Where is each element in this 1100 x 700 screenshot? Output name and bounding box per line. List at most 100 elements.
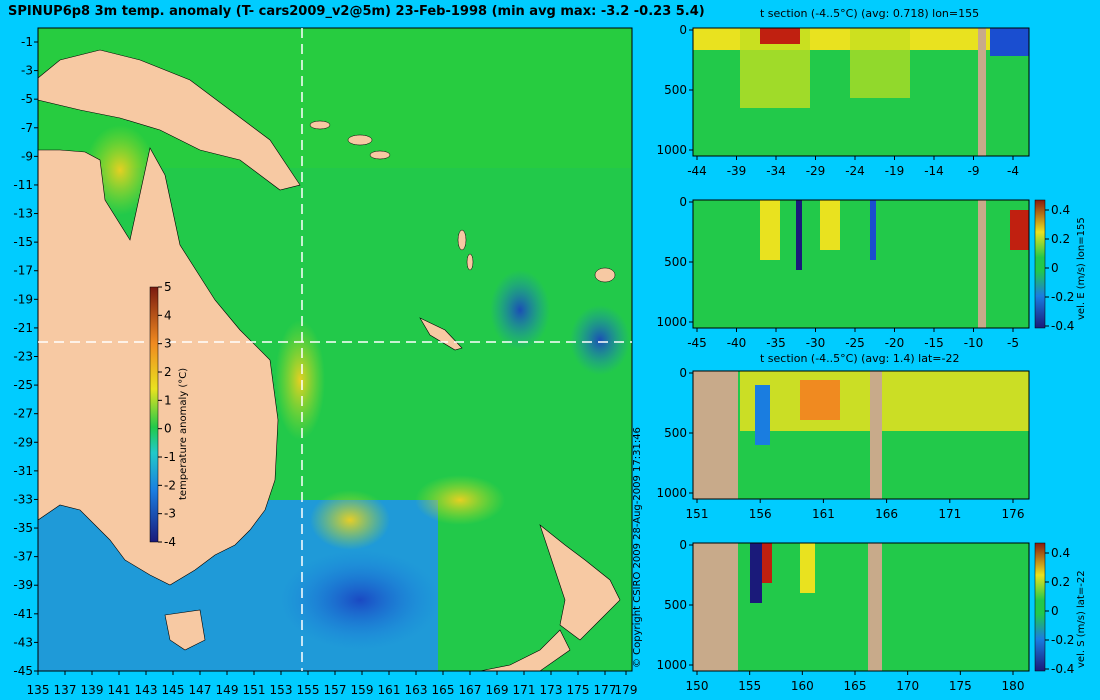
velocity-colorbar-tick: 0.4 — [1051, 203, 1070, 217]
section-x-tick-label: -10 — [964, 336, 984, 350]
map-x-tick-label: 177 — [594, 683, 617, 697]
section-x-tick-label: 171 — [938, 507, 961, 521]
map-x-tick-label: 165 — [432, 683, 455, 697]
section-y-tick-label: 0 — [679, 195, 687, 209]
panel-title-t-section-lon: t section (-4..5°C) (avg: 0.718) lon=155 — [760, 7, 980, 20]
map-y-tick-label: -15 — [13, 235, 33, 249]
map-x-tick-label: 169 — [486, 683, 509, 697]
map-x-tick-label: 135 — [27, 683, 50, 697]
map-x-tick-label: 157 — [324, 683, 347, 697]
section-y-tick-label: 1000 — [656, 658, 687, 672]
map-x-tick-label: 151 — [243, 683, 266, 697]
section-y-tick-label: 500 — [664, 426, 687, 440]
section-x-tick-label: 166 — [875, 507, 898, 521]
tasmania — [164, 609, 206, 651]
map-y-tick-label: -43 — [13, 635, 33, 649]
section-x-tick-label: -29 — [806, 164, 826, 178]
velocity-colorbar-tick: 0.2 — [1051, 232, 1070, 246]
temperature-colorbar-label: temperature anomaly (°C) — [178, 367, 189, 500]
map-y-axis: -1 -3 -5 -7 -9 -11 -13 -15 -17 -19 -21 -23 -25 -27 -29… — [13, 35, 38, 678]
t-section-lon-panel — [692, 27, 1030, 157]
velocity-colorbar-tick: 0.2 — [1051, 575, 1070, 589]
section-x-tick-label: -19 — [885, 164, 905, 178]
vel-s-colorbar-label: vel. S (m/s) lat=-22 — [1076, 570, 1087, 668]
map-x-tick-label: 153 — [270, 683, 293, 697]
map-y-tick-label: -11 — [13, 178, 33, 192]
solomon-island — [347, 134, 373, 146]
section-y-tick-label: 0 — [679, 538, 687, 552]
section-x-tick-label: -9 — [968, 164, 980, 178]
map-y-tick-label: -3 — [21, 64, 33, 78]
temperature-colorbar-tick: 3 — [164, 337, 172, 351]
section-y-tick-label: 500 — [664, 83, 687, 97]
vel-s-lat-panel — [692, 542, 1046, 672]
section-x-tick-label: 160 — [791, 679, 814, 693]
map-x-tick-label: 173 — [540, 683, 563, 697]
section-x-tick-label: -35 — [766, 336, 786, 350]
map-y-tick-label: -21 — [13, 321, 33, 335]
velocity-colorbar-tick: -0.2 — [1051, 633, 1074, 647]
section-x-tick-label: 170 — [896, 679, 919, 693]
map-x-tick-label: 145 — [162, 683, 185, 697]
section-x-tick-label: -34 — [766, 164, 786, 178]
map-y-tick-label: -27 — [13, 407, 33, 421]
section-x-tick-label: -20 — [885, 336, 905, 350]
section-x-tick-label: 161 — [812, 507, 835, 521]
panel-title-t-section-lat: t section (-4..5°C) (avg: 1.4) lat=-22 — [760, 352, 960, 365]
map-y-tick-label: -29 — [13, 435, 33, 449]
temperature-colorbar — [149, 286, 159, 543]
velocity-colorbar-tick: -0.2 — [1051, 290, 1074, 304]
temperature-colorbar-tick: 0 — [164, 422, 172, 436]
section-x-tick-label: 176 — [1002, 507, 1025, 521]
map-x-tick-label: 179 — [615, 683, 638, 697]
map-y-tick-label: -33 — [13, 492, 33, 506]
map-x-tick-label: 155 — [297, 683, 320, 697]
anomaly-map: 5 4 3 2 1 0 -1 -2 -3 -4 — [37, 27, 633, 672]
map-y-tick-label: -1 — [21, 35, 33, 49]
temperature-colorbar-tick: -1 — [164, 450, 176, 464]
map-y-tick-label: -17 — [13, 264, 33, 278]
section-x-tick-label: -30 — [806, 336, 826, 350]
copyright-text: © Copyright CSIRO 2009 28-Aug-2009 17:31… — [632, 427, 643, 668]
temperature-colorbar-tick: -2 — [164, 478, 176, 492]
section-x-tick-label: 156 — [749, 507, 772, 521]
section-x-tick-label: -40 — [727, 336, 747, 350]
map-y-tick-label: -37 — [13, 550, 33, 564]
map-x-tick-label: 141 — [108, 683, 131, 697]
section-x-tick-label: -14 — [924, 164, 944, 178]
velocity-colorbar-tick: 0 — [1051, 261, 1059, 275]
section-x-tick-label: -4 — [1007, 164, 1019, 178]
section-x-tick-label: -24 — [845, 164, 865, 178]
map-x-tick-label: 137 — [54, 683, 77, 697]
map-y-tick-label: -7 — [21, 121, 33, 135]
temperature-colorbar-tick: 5 — [164, 280, 172, 294]
section-y-tick-label: 1000 — [656, 486, 687, 500]
map-y-tick-label: -9 — [21, 149, 33, 163]
map-y-tick-label: -23 — [13, 350, 33, 364]
map-y-tick-label: -5 — [21, 92, 33, 106]
velocity-colorbar-tick: -0.4 — [1051, 319, 1074, 333]
section-y-tick-label: 1000 — [656, 143, 687, 157]
map-x-tick-label: 161 — [378, 683, 401, 697]
section-x-tick-label: 165 — [844, 679, 867, 693]
map-y-tick-label: -13 — [13, 207, 33, 221]
section-x-tick-label: 150 — [686, 679, 709, 693]
vanuatu — [457, 229, 467, 251]
map-y-tick-label: -31 — [13, 464, 33, 478]
section-x-tick-label: 151 — [686, 507, 709, 521]
section-y-tick-label: 0 — [679, 23, 687, 37]
new-zealand-north — [539, 524, 621, 641]
map-x-tick-label: 171 — [513, 683, 536, 697]
temperature-colorbar-tick: 2 — [164, 365, 172, 379]
new-caledonia — [419, 317, 463, 351]
t-section-lat-panel — [692, 370, 1030, 500]
section-x-tick-label: -5 — [1007, 336, 1019, 350]
map-y-tick-label: -41 — [13, 607, 33, 621]
map-y-tick-label: -39 — [13, 578, 33, 592]
section-x-tick-label: 175 — [949, 679, 972, 693]
section-y-tick-label: 500 — [664, 255, 687, 269]
velocity-colorbar-tick: 0.4 — [1051, 546, 1070, 560]
section-y-tick-label: 1000 — [656, 315, 687, 329]
